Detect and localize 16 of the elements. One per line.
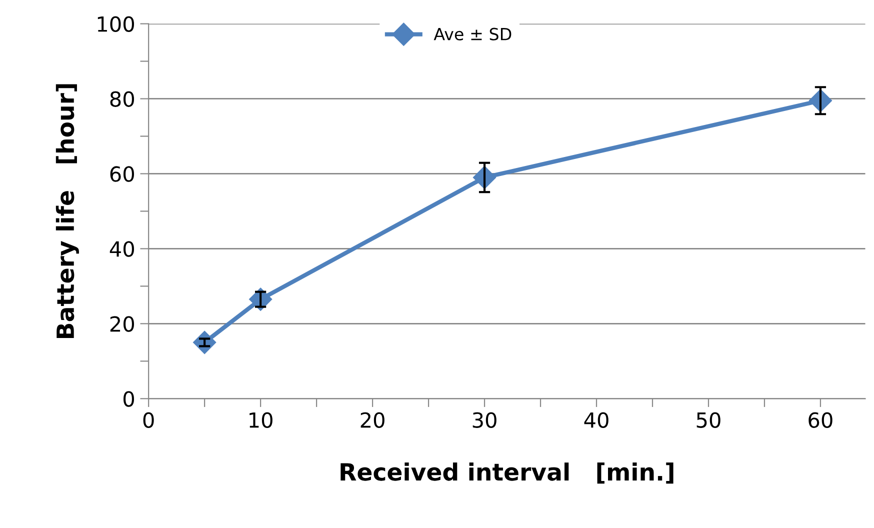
y-tick-label: 80 (110, 91, 134, 107)
legend-label: Ave ± SD (434, 28, 512, 40)
x-tick-label: 40 (584, 412, 608, 428)
x-tick-label: 20 (360, 412, 384, 428)
y-tick-label: 100 (98, 16, 134, 32)
y-tick-label: 20 (110, 316, 134, 332)
x-axis-title: Received interval [min.] (340, 462, 674, 484)
y-tick-label: 40 (110, 241, 134, 257)
x-tick-label: 30 (472, 412, 496, 428)
x-tick-label: 10 (250, 412, 272, 428)
x-tick-label: 50 (696, 412, 720, 428)
y-axis-title: Battery life [hour] (56, 84, 79, 338)
y-tick-label: 0 (124, 391, 134, 407)
y-tick-label: 60 (110, 166, 134, 182)
x-tick-label: 0 (143, 412, 154, 428)
x-tick-label: 60 (808, 412, 832, 428)
